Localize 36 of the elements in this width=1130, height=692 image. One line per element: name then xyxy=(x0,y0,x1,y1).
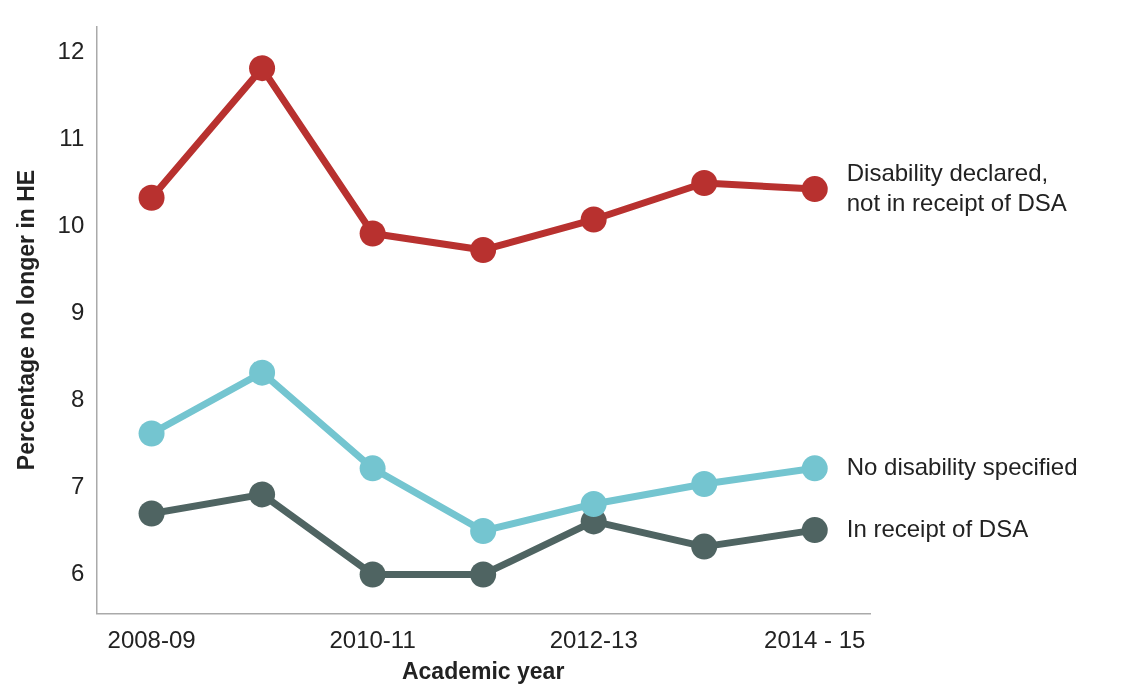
point xyxy=(138,420,165,447)
y-axis-title: Percentage no longer in HE xyxy=(13,169,40,471)
point xyxy=(359,220,386,247)
point xyxy=(801,455,828,482)
point xyxy=(691,169,718,196)
y-tick-label: 12 xyxy=(57,37,85,65)
point xyxy=(470,236,497,263)
y-tick-label: 9 xyxy=(70,298,85,326)
point xyxy=(801,176,828,203)
x-tick-label: 2010-11 xyxy=(329,625,416,653)
point xyxy=(691,470,718,497)
x-tick-label: 2014 - 15 xyxy=(764,625,866,653)
y-tick-label: 7 xyxy=(70,472,85,500)
point xyxy=(580,490,607,517)
point xyxy=(691,533,718,560)
point xyxy=(470,517,497,544)
series-label: No disability specified xyxy=(846,452,1078,480)
series-label: In receipt of DSA xyxy=(846,514,1029,542)
x-axis-title: Academic year xyxy=(401,657,565,684)
point xyxy=(470,561,497,588)
point xyxy=(138,500,165,527)
point xyxy=(249,359,276,386)
y-tick-label: 11 xyxy=(59,124,85,152)
series-label: Disability declared, not in receipt of DSA xyxy=(846,158,1067,216)
x-tick-label: 2012-13 xyxy=(549,625,638,653)
point xyxy=(359,561,386,588)
point xyxy=(138,184,165,211)
y-tick-label: 8 xyxy=(70,385,85,413)
x-tick-label: 2008-09 xyxy=(107,625,196,653)
point xyxy=(249,55,276,82)
point xyxy=(580,206,607,233)
y-tick-label: 10 xyxy=(57,211,85,239)
y-tick-label: 6 xyxy=(70,559,85,587)
point xyxy=(801,517,828,544)
point xyxy=(359,455,386,482)
point xyxy=(249,481,276,508)
